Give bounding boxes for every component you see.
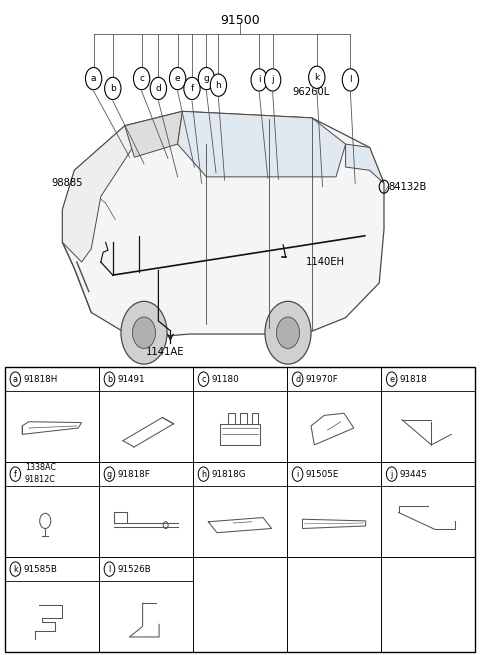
Circle shape xyxy=(10,562,21,576)
Circle shape xyxy=(132,317,156,348)
Circle shape xyxy=(265,301,311,364)
Circle shape xyxy=(133,67,150,90)
Circle shape xyxy=(150,77,167,100)
Text: 91818G: 91818G xyxy=(211,470,246,479)
Text: 91812C: 91812C xyxy=(25,475,56,484)
Text: d: d xyxy=(295,375,300,384)
Text: c: c xyxy=(201,375,206,384)
Text: g: g xyxy=(204,74,209,83)
Circle shape xyxy=(104,467,115,481)
Text: h: h xyxy=(216,81,221,90)
Text: 1141AE: 1141AE xyxy=(146,347,185,357)
Circle shape xyxy=(105,77,121,100)
Text: e: e xyxy=(389,375,394,384)
Circle shape xyxy=(251,69,267,91)
Circle shape xyxy=(104,372,115,386)
Polygon shape xyxy=(346,144,384,183)
Circle shape xyxy=(10,372,21,386)
Text: 84132B: 84132B xyxy=(389,181,427,192)
Text: 91818F: 91818F xyxy=(117,470,150,479)
Text: l: l xyxy=(349,75,352,84)
Circle shape xyxy=(169,67,186,90)
Circle shape xyxy=(198,372,209,386)
Text: f: f xyxy=(14,470,17,479)
Circle shape xyxy=(104,562,115,576)
Text: 98885: 98885 xyxy=(52,178,84,189)
Text: l: l xyxy=(108,565,110,574)
Polygon shape xyxy=(178,111,346,177)
Circle shape xyxy=(121,301,167,364)
Text: 96260L: 96260L xyxy=(293,86,330,97)
Text: 93445: 93445 xyxy=(399,470,427,479)
Text: 91818: 91818 xyxy=(399,375,427,384)
Circle shape xyxy=(210,74,227,96)
Circle shape xyxy=(292,372,303,386)
Text: c: c xyxy=(139,74,144,83)
Circle shape xyxy=(342,69,359,91)
Circle shape xyxy=(85,67,102,90)
Polygon shape xyxy=(62,126,139,262)
Text: 91500: 91500 xyxy=(220,14,260,28)
Text: 1140EH: 1140EH xyxy=(306,257,345,267)
Circle shape xyxy=(386,467,397,481)
Polygon shape xyxy=(62,111,384,337)
Text: i: i xyxy=(297,470,299,479)
Text: 91818H: 91818H xyxy=(23,375,58,384)
Circle shape xyxy=(292,467,303,481)
Text: 91526B: 91526B xyxy=(117,565,151,574)
Text: h: h xyxy=(201,470,206,479)
Text: 1338AC: 1338AC xyxy=(25,463,56,472)
Text: a: a xyxy=(91,74,96,83)
Circle shape xyxy=(309,66,325,88)
Text: f: f xyxy=(191,84,193,93)
Circle shape xyxy=(276,317,300,348)
Text: k: k xyxy=(314,73,319,82)
Text: j: j xyxy=(391,470,393,479)
Circle shape xyxy=(184,77,200,100)
Circle shape xyxy=(198,467,209,481)
Text: k: k xyxy=(13,565,18,574)
Text: 91505E: 91505E xyxy=(305,470,339,479)
Text: i: i xyxy=(258,75,261,84)
Text: g: g xyxy=(107,470,112,479)
Circle shape xyxy=(386,372,397,386)
Text: j: j xyxy=(271,75,274,84)
Circle shape xyxy=(264,69,281,91)
Text: 91491: 91491 xyxy=(117,375,144,384)
Text: 91585B: 91585B xyxy=(23,565,57,574)
Circle shape xyxy=(198,67,215,90)
Text: b: b xyxy=(107,375,112,384)
Polygon shape xyxy=(125,111,182,157)
Text: 91180: 91180 xyxy=(211,375,239,384)
Text: a: a xyxy=(13,375,18,384)
Text: b: b xyxy=(110,84,116,93)
Circle shape xyxy=(10,467,21,481)
Text: e: e xyxy=(175,74,180,83)
Text: d: d xyxy=(156,84,161,93)
Text: 91970F: 91970F xyxy=(305,375,338,384)
